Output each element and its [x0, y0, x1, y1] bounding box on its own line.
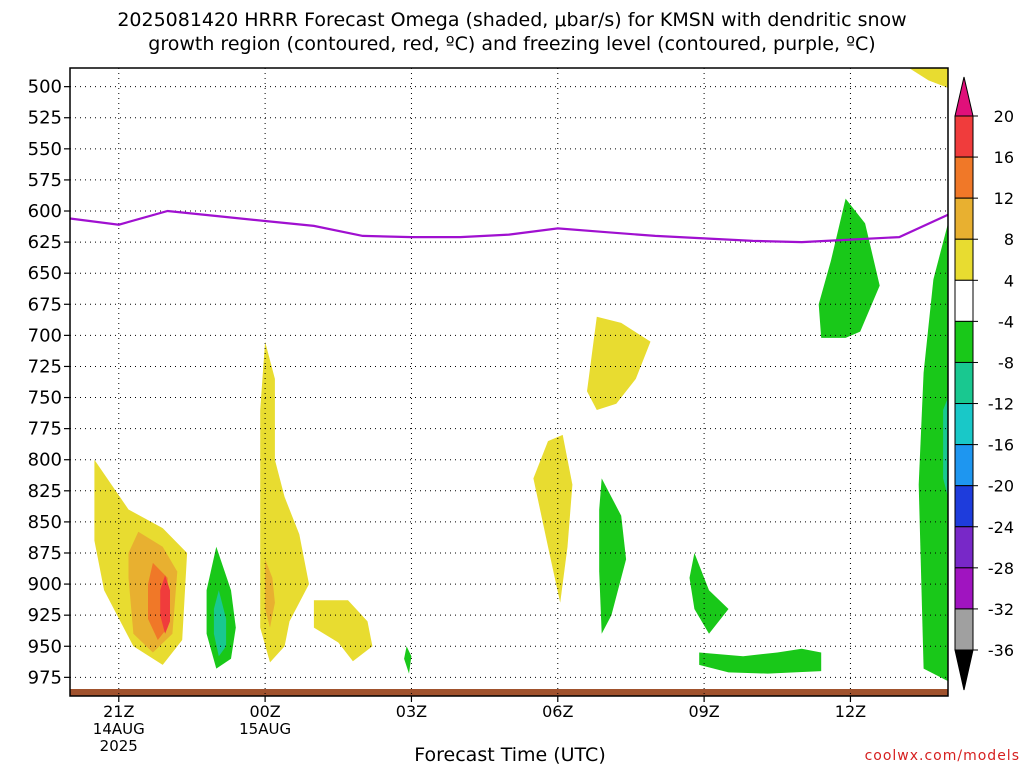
y-tick-label-975: 975	[28, 667, 62, 688]
y-tick-label-800: 800	[28, 450, 62, 471]
colorbar-band-12	[954, 567, 974, 610]
ground-strip	[70, 689, 948, 696]
y-tick-label-550: 550	[28, 139, 62, 160]
chart-title-line2: growth region (contoured, red, ºC) and f…	[148, 33, 876, 55]
colorbar-band-9	[954, 444, 974, 487]
y-tick-label-725: 725	[28, 356, 62, 377]
y-tick-label-900: 900	[28, 574, 62, 595]
omega-region-18	[909, 68, 948, 88]
omega-region-11	[587, 316, 651, 410]
y-tick-label-575: 575	[28, 170, 62, 191]
colorbar-label-7: -12	[988, 395, 1014, 414]
colorbar-bottom-arrow	[954, 649, 974, 691]
omega-region-15	[818, 198, 880, 338]
colorbar-band-5	[954, 279, 974, 322]
omega-region-7	[265, 559, 275, 628]
y-tick-label-850: 850	[28, 512, 62, 533]
y-tick-label-775: 775	[28, 419, 62, 440]
omega-region-13	[689, 553, 729, 634]
colorbar-label-10: -24	[988, 518, 1014, 537]
colorbar-label-6: -8	[998, 353, 1014, 372]
colorbar-label-0: 20	[994, 107, 1014, 126]
y-tick-label-950: 950	[28, 636, 62, 657]
omega-region-16	[918, 223, 948, 682]
credit-text: coolwx.com/models	[864, 748, 1020, 764]
omega-region-8	[313, 600, 373, 662]
y-tick-label-500: 500	[28, 77, 62, 98]
colorbar-band-1	[954, 115, 974, 158]
colorbar-band-6	[954, 320, 974, 363]
colorbar-band-13	[954, 608, 974, 651]
colorbar-band-8	[954, 403, 974, 446]
x-axis-label: Forecast Time (UTC)	[414, 744, 606, 766]
x-tick-label-1-0: 21Z	[103, 702, 134, 721]
chart-title-line1: 2025081420 HRRR Forecast Omega (shaded, …	[117, 9, 907, 31]
x-tick-label-4-0: 00Z	[249, 702, 280, 721]
y-tick-label-825: 825	[28, 481, 62, 502]
chart-title: 2025081420 HRRR Forecast Omega (shaded, …	[0, 8, 1024, 56]
freezing-level-line	[69, 209, 949, 244]
grid-layer	[70, 68, 948, 696]
omega-region-9	[404, 646, 412, 674]
x-tick-label-10-0: 06Z	[542, 702, 573, 721]
colorbar-label-2: 12	[994, 189, 1014, 208]
omega-region-12	[599, 478, 627, 634]
y-tick-label-750: 750	[28, 388, 62, 409]
colorbar-band-3	[954, 197, 974, 240]
omega-region-3	[160, 575, 170, 634]
x-tick-label-1-2: 2025	[100, 737, 138, 755]
x-tick-label-13-0: 09Z	[688, 702, 719, 721]
colorbar-label-12: -32	[988, 600, 1014, 619]
colorbar-band-11	[954, 526, 974, 569]
y-tick-label-625: 625	[28, 232, 62, 253]
y-tick-label-525: 525	[28, 108, 62, 129]
colorbar-band-10	[954, 485, 974, 528]
omega-region-5	[213, 590, 227, 657]
x-tick-label-4-1: 15AUG	[239, 720, 291, 738]
colorbar: 20 16 12 8 4 -4 -8 -12 -16 -20 -24 -28 -32 -36	[954, 76, 1014, 691]
y-tick-label-650: 650	[28, 263, 62, 284]
colorbar-label-4: 4	[1004, 271, 1014, 290]
y-tick-label-925: 925	[28, 605, 62, 626]
x-tick-label-1-1: 14AUG	[93, 720, 145, 738]
plot-frame	[69, 67, 949, 697]
omega-region-14	[699, 648, 822, 674]
colorbar-label-9: -20	[988, 477, 1014, 496]
omega-region-10	[533, 434, 573, 603]
x-tick-label-16-0: 12Z	[835, 702, 866, 721]
omega-fill-layer	[70, 68, 948, 696]
y-tick-label-700: 700	[28, 325, 62, 346]
y-tick-label-675: 675	[28, 294, 62, 315]
colorbar-label-8: -16	[988, 436, 1014, 455]
y-tick-label-875: 875	[28, 543, 62, 564]
y-tick-label-600: 600	[28, 201, 62, 222]
colorbar-label-11: -28	[988, 559, 1014, 578]
x-tick-label-7-0: 03Z	[396, 702, 427, 721]
omega-region-17	[943, 397, 948, 497]
colorbar-band-4	[954, 238, 974, 281]
colorbar-label-3: 8	[1004, 230, 1014, 249]
freezing-level-layer	[69, 209, 949, 244]
colorbar-label-1: 16	[994, 148, 1014, 167]
colorbar-label-5: -4	[998, 312, 1014, 331]
colorbar-band-7	[954, 361, 974, 405]
colorbar-top-arrow	[954, 76, 974, 117]
colorbar-band-2	[954, 156, 974, 199]
axes-layer: 500 525 550 575 600 625 650 675 700 725 750 775 800 8…	[28, 67, 949, 755]
colorbar-label-13: -36	[988, 641, 1014, 660]
